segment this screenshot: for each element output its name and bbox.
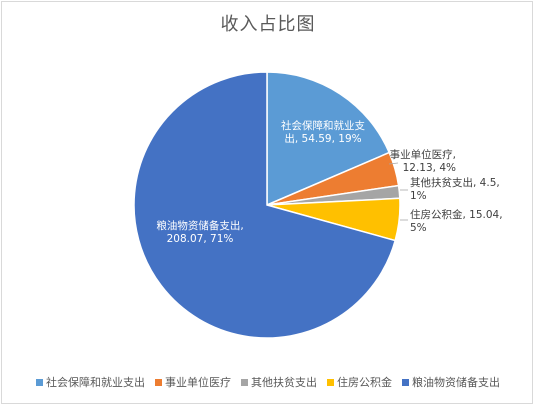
legend-item-other-poverty: 其他扶贫支出 [241, 374, 317, 390]
legend-item-social-security: 社会保障和就业支出 [36, 374, 145, 390]
legend-label: 住房公积金 [337, 376, 392, 389]
chart-title: 收入占比图 [220, 14, 316, 35]
legend-swatch [36, 378, 43, 386]
chart-legend: 社会保障和就业支出 事业单位医疗 其他扶贫支出 住房公积金 粮油物资储备支出 [0, 374, 536, 390]
pie-slice-social-security [266, 71, 391, 207]
data-label-grain-oil-reserve: 粮油物资储备支出, 208.07, 71% [156, 219, 243, 245]
legend-item-grain-oil-reserve: 粮油物资储备支出 [402, 374, 500, 390]
legend-swatch [402, 378, 409, 386]
legend-swatch [241, 378, 248, 386]
data-label-social-security: 社会保障和就业支出, 54.59, 19% [281, 119, 365, 145]
legend-label: 社会保障和就业支出 [46, 376, 145, 389]
legend-label: 粮油物资储备支出 [412, 376, 500, 389]
data-label-public-institution-medical: 事业单位医疗, 12.13, 4% [390, 148, 456, 174]
legend-item-public-institution-medical: 事业单位医疗 [155, 374, 231, 390]
data-label-other-poverty: 其他扶贫支出, 4.5, 1% [410, 176, 500, 202]
leader-line-public-institution-medical [388, 162, 399, 165]
legend-swatch [155, 378, 162, 386]
legend-label: 事业单位医疗 [165, 376, 231, 389]
legend-item-housing-fund: 住房公积金 [327, 374, 392, 390]
legend-swatch [327, 378, 334, 386]
legend-label: 其他扶贫支出 [251, 376, 317, 389]
pie-slice-grain-oil-reserve [133, 71, 397, 339]
data-label-housing-fund: 住房公积金, 15.04, 5% [410, 208, 503, 234]
